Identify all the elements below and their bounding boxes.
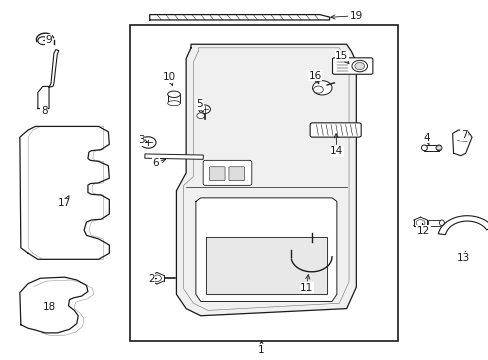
Bar <box>144 154 203 159</box>
FancyBboxPatch shape <box>309 123 361 137</box>
Polygon shape <box>38 86 49 109</box>
Text: 11: 11 <box>300 275 313 293</box>
Text: 17: 17 <box>58 196 71 208</box>
Text: 16: 16 <box>308 71 321 84</box>
Ellipse shape <box>167 101 180 106</box>
Polygon shape <box>49 50 59 87</box>
Circle shape <box>354 63 364 69</box>
Ellipse shape <box>439 220 444 226</box>
Circle shape <box>197 113 204 118</box>
Bar <box>427 220 441 226</box>
Circle shape <box>435 146 441 150</box>
Ellipse shape <box>421 145 427 151</box>
Polygon shape <box>20 126 109 259</box>
Text: 3: 3 <box>138 135 147 145</box>
Bar <box>424 145 438 151</box>
Circle shape <box>38 37 48 45</box>
Bar <box>167 94 180 103</box>
Text: 18: 18 <box>42 302 56 312</box>
FancyBboxPatch shape <box>332 58 372 74</box>
Ellipse shape <box>167 91 180 98</box>
Polygon shape <box>205 237 326 294</box>
Circle shape <box>312 81 331 95</box>
Text: 14: 14 <box>329 134 343 157</box>
Polygon shape <box>196 198 336 301</box>
FancyBboxPatch shape <box>203 160 251 185</box>
Text: 1: 1 <box>258 341 264 355</box>
Text: 2: 2 <box>147 274 156 284</box>
Polygon shape <box>20 277 88 333</box>
Bar <box>130 24 397 341</box>
Text: 6: 6 <box>152 158 165 168</box>
Text: 12: 12 <box>416 224 429 236</box>
Circle shape <box>313 86 323 93</box>
Text: 19: 19 <box>330 11 362 21</box>
Circle shape <box>152 275 161 282</box>
Text: 9: 9 <box>43 35 52 45</box>
FancyBboxPatch shape <box>228 167 244 181</box>
Circle shape <box>351 60 367 72</box>
Circle shape <box>199 105 210 113</box>
Text: 7: 7 <box>460 130 468 140</box>
Polygon shape <box>452 130 471 156</box>
Text: 13: 13 <box>456 251 469 263</box>
Text: 4: 4 <box>422 133 429 145</box>
Polygon shape <box>176 44 356 316</box>
Polygon shape <box>437 216 488 235</box>
FancyBboxPatch shape <box>209 167 224 181</box>
Text: 10: 10 <box>162 72 175 85</box>
Circle shape <box>140 137 156 148</box>
Ellipse shape <box>435 145 441 151</box>
Text: 8: 8 <box>41 107 47 116</box>
Circle shape <box>415 220 424 226</box>
Text: 15: 15 <box>334 51 348 64</box>
Text: 5: 5 <box>196 99 203 112</box>
Polygon shape <box>149 15 329 20</box>
